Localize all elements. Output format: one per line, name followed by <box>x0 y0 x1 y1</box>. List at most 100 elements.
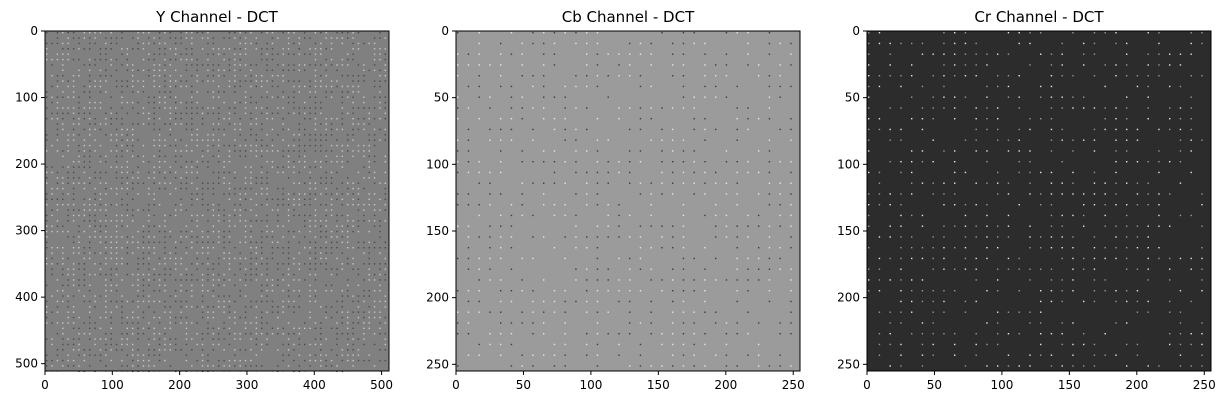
dct-dot <box>89 204 91 206</box>
dct-dot <box>67 311 69 313</box>
dct-dot <box>218 155 220 158</box>
dct-dot <box>889 236 891 238</box>
dct-dot <box>158 32 161 34</box>
dct-dot <box>196 144 198 147</box>
dct-dot <box>320 123 322 125</box>
dct-dot <box>228 311 231 313</box>
dct-dot <box>1136 75 1139 77</box>
dct-dot <box>596 53 599 55</box>
dct-dot <box>457 64 459 66</box>
dct-dot <box>223 91 225 93</box>
dct-dot <box>261 187 263 190</box>
dct-dot <box>72 128 75 131</box>
dct-dot <box>309 343 311 346</box>
dct-dot <box>266 112 268 115</box>
dct-dot <box>266 42 268 45</box>
dct-dot <box>132 273 134 276</box>
dct-dot <box>261 241 263 244</box>
dct-dot <box>964 32 967 34</box>
dct-dot <box>105 284 107 287</box>
dct-dot <box>320 247 322 249</box>
dct-dot <box>287 338 290 340</box>
dct-dot <box>62 359 64 362</box>
dct-dot <box>704 161 706 163</box>
dct-dot <box>72 322 75 324</box>
dct-dot <box>1115 300 1117 303</box>
dct-dot <box>212 182 215 184</box>
dct-dot <box>304 134 306 136</box>
dct-dot <box>261 300 263 303</box>
dct-dot <box>790 161 792 163</box>
dct-dot <box>164 171 166 174</box>
dct-dot <box>347 284 349 287</box>
dct-dot <box>164 64 166 66</box>
dct-dot <box>212 230 215 233</box>
dct-dot <box>212 365 215 367</box>
dct-dot <box>110 166 112 168</box>
dct-dot <box>1007 182 1010 184</box>
dct-dot <box>78 182 80 184</box>
dct-dot <box>223 48 225 50</box>
dct-dot <box>298 327 301 330</box>
dct-dot <box>121 263 123 265</box>
dct-dot <box>336 128 338 131</box>
dct-dot <box>51 257 53 260</box>
dct-dot <box>51 247 53 249</box>
dct-dot <box>250 220 252 222</box>
dct-dot <box>234 225 236 227</box>
dct-dot <box>911 333 913 335</box>
dct-dot <box>126 247 129 249</box>
dct-dot <box>175 85 177 88</box>
dct-dot <box>532 42 534 45</box>
dct-dot <box>94 220 96 222</box>
dct-dot <box>500 193 502 195</box>
dct-dot <box>223 349 225 351</box>
dct-dot <box>99 85 102 88</box>
dct-dot <box>1126 290 1128 292</box>
dct-dot <box>357 306 360 308</box>
dct-dot <box>357 42 360 45</box>
dct-dot <box>164 273 166 276</box>
dct-dot <box>78 268 80 270</box>
dct-dot <box>543 322 545 324</box>
dct-dot <box>277 85 279 88</box>
dct-dot <box>244 225 247 227</box>
dct-dot <box>1104 333 1106 335</box>
dct-dot <box>158 155 161 158</box>
dct-dot <box>201 198 204 201</box>
dct-dot <box>169 85 172 88</box>
dct-dot <box>336 343 338 346</box>
dct-dot <box>1072 247 1074 249</box>
dct-dot <box>363 252 365 254</box>
dct-dot <box>196 359 198 362</box>
dct-dot <box>368 107 370 109</box>
dct-dot <box>223 327 225 330</box>
dct-dot <box>868 118 870 120</box>
dct-dot <box>89 85 91 88</box>
dct-dot <box>747 32 749 34</box>
dct-dot <box>336 225 338 227</box>
dct-dot <box>347 263 349 265</box>
dct-dot <box>1126 214 1128 217</box>
dct-dot <box>704 214 706 217</box>
dct-dot <box>266 268 268 270</box>
dct-dot <box>51 273 53 276</box>
dct-dot <box>78 37 80 39</box>
dct-dot <box>1147 193 1149 195</box>
dct-dot <box>148 204 150 206</box>
dct-dot <box>336 327 338 330</box>
dct-dot <box>1147 53 1149 55</box>
dct-dot <box>83 220 86 222</box>
dct-dot <box>207 273 209 276</box>
dct-dot <box>304 263 306 265</box>
dct-dot <box>1201 225 1203 227</box>
dct-dot <box>363 204 365 206</box>
dct-dot <box>115 349 118 351</box>
dct-dot <box>1126 236 1128 238</box>
dct-dot <box>51 166 53 168</box>
panel-title: Y Channel - DCT <box>155 8 278 26</box>
dct-dot <box>336 241 338 244</box>
dct-dot <box>352 333 354 335</box>
dct-dot <box>779 322 781 324</box>
dct-dot <box>309 187 311 190</box>
